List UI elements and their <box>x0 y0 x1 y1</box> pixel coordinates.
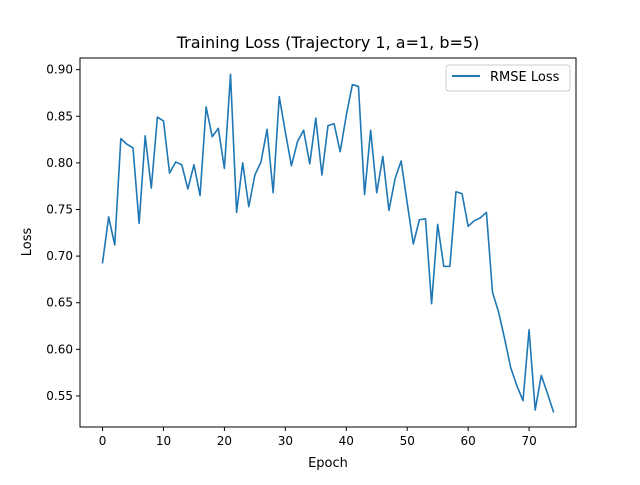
x-tick-label: 0 <box>99 434 107 448</box>
x-tick-label: 50 <box>400 434 415 448</box>
legend-label: RMSE Loss <box>490 70 560 85</box>
y-tick-label: 0.70 <box>46 249 73 263</box>
plot-area: 0 10 20 30 40 50 60 70 0.55 0.60 0.65 0.70 0.75 0.80… <box>46 57 577 448</box>
y-tick-label: 0.65 <box>46 296 73 310</box>
x-tick-label: 30 <box>278 434 293 448</box>
legend-box <box>445 64 571 92</box>
legend: RMSE Loss <box>445 64 571 92</box>
series-layer <box>101 73 555 413</box>
x-axis-label: Epoch <box>308 456 348 471</box>
x-tick-label: 10 <box>156 434 171 448</box>
y-tick-label: 0.55 <box>46 389 73 403</box>
y-axis-label: Loss <box>20 228 35 257</box>
y-tick-label: 0.85 <box>46 109 73 123</box>
y-tick-label: 0.90 <box>46 63 73 77</box>
y-tick-label: 0.75 <box>46 202 73 216</box>
series-line-rmse-loss <box>101 73 555 413</box>
y-tick-label: 0.80 <box>46 156 73 170</box>
x-tick-label: 40 <box>339 434 354 448</box>
y-tick-label: 0.60 <box>46 342 73 356</box>
x-tick-label: 60 <box>461 434 476 448</box>
y-axis-ticks: 0.55 0.60 0.65 0.70 0.75 0.80 0.85 0.90 <box>46 63 80 403</box>
x-tick-label: 70 <box>521 434 536 448</box>
x-tick-label: 20 <box>217 434 232 448</box>
x-axis-ticks: 0 10 20 30 40 50 60 70 <box>99 427 537 448</box>
chart-title: Training Loss (Trajectory 1, a=1, b=5) <box>176 33 480 52</box>
axes-frame <box>79 57 577 428</box>
